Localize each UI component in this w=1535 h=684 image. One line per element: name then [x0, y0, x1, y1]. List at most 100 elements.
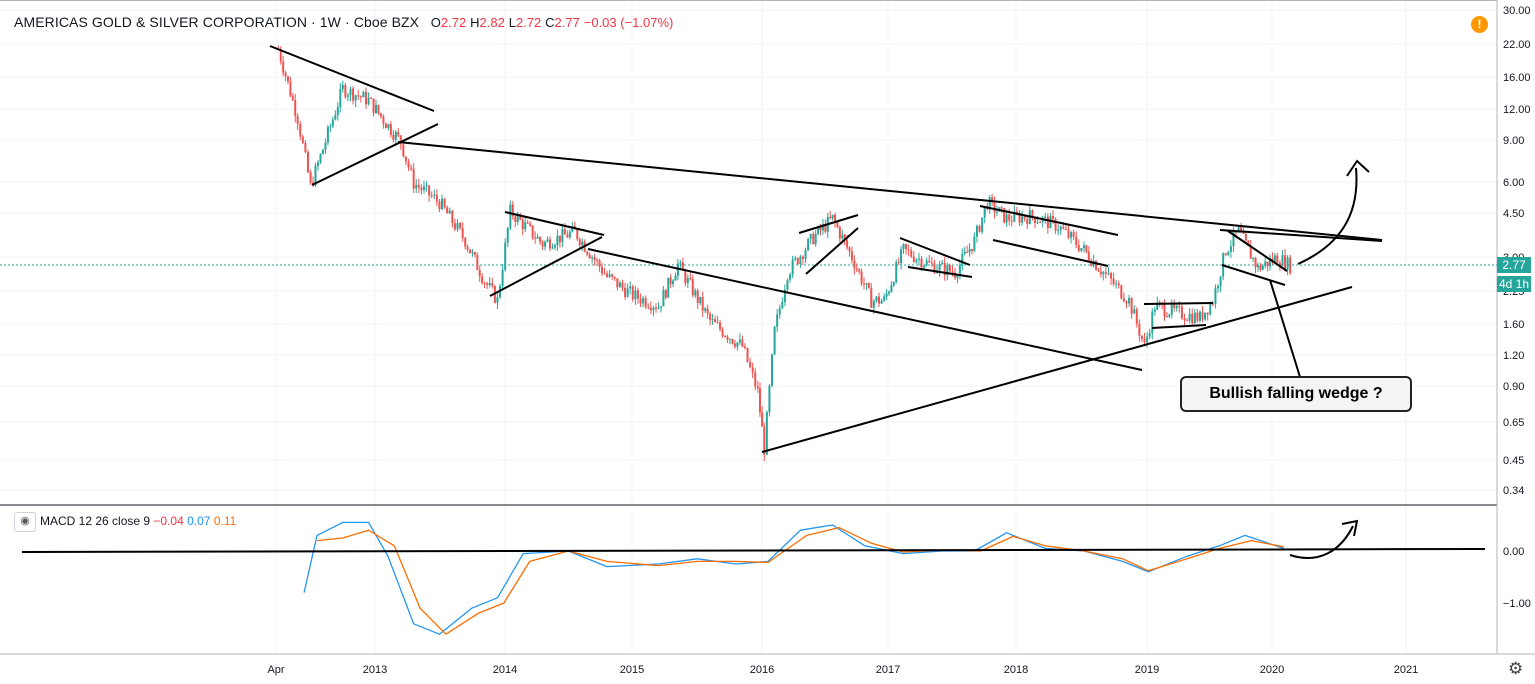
wedge-lower[interactable] [1221, 264, 1286, 286]
candle [506, 227, 509, 248]
symbol-legend[interactable]: AMERICAS GOLD & SILVER CORPORATION · 1W … [14, 14, 673, 30]
trendline-top-triangle-upper[interactable] [269, 45, 435, 112]
candle-body [471, 252, 474, 254]
candle-body [649, 307, 652, 311]
price-tick-label: 9.00 [1503, 135, 1524, 147]
price-tick-label: 4.50 [1503, 208, 1524, 220]
gear-icon[interactable]: ⚙ [1508, 659, 1524, 678]
candle-body [1110, 273, 1113, 279]
price-axis[interactable]: 30.0022.0016.0012.009.006.004.503.002.25… [1503, 5, 1531, 497]
candle-body [749, 361, 752, 368]
flag-2018-upper[interactable] [979, 205, 1119, 236]
candle-body [384, 123, 387, 129]
candle [1059, 225, 1062, 235]
callout-label[interactable]: Bullish falling wedge ? [1180, 376, 1412, 412]
trendline-resistance-extension[interactable] [1219, 229, 1383, 242]
candle [863, 277, 866, 290]
candle [948, 263, 951, 273]
candle-body [561, 228, 564, 243]
candle-body [588, 254, 591, 259]
candle-body [905, 243, 908, 250]
candle-body [476, 254, 479, 270]
candle-body [448, 210, 451, 214]
alert-icon[interactable]: ! [1471, 16, 1488, 33]
box-2019-top[interactable] [1143, 302, 1214, 305]
candle [892, 281, 895, 288]
candle-body [644, 298, 647, 307]
callout-pointer[interactable] [1269, 279, 1301, 378]
trendline-top-triangle-lower[interactable] [311, 123, 439, 186]
candle [900, 246, 903, 270]
candle [634, 285, 637, 305]
candle [387, 123, 390, 131]
candle [1102, 270, 1105, 281]
flag-2018-lower[interactable] [992, 239, 1109, 267]
macd-zero-trendline[interactable] [21, 548, 1486, 553]
candle [541, 240, 544, 250]
candle-body [1244, 233, 1247, 241]
trendline-mid-support[interactable] [587, 248, 1143, 371]
candle-body [1242, 232, 1245, 234]
candle [382, 114, 385, 129]
macd-axis[interactable]: 0.00 −1.00 [1503, 546, 1531, 610]
macd-arrow-curve[interactable] [1289, 525, 1354, 559]
box-2019-bottom[interactable] [1151, 324, 1207, 329]
flag-2017-lower[interactable] [907, 266, 973, 278]
wedge-upper[interactable] [1227, 230, 1288, 272]
candle [711, 313, 714, 325]
candle [1107, 266, 1110, 276]
candle [526, 219, 529, 224]
candle [501, 264, 504, 290]
candle [1135, 306, 1138, 328]
candle-body [488, 282, 491, 285]
candle [478, 265, 481, 282]
candle [867, 282, 870, 289]
candle [681, 257, 684, 271]
candle [691, 274, 694, 298]
drawings[interactable] [21, 45, 1486, 559]
trendline-2014-triangle-upper[interactable] [504, 211, 605, 236]
trendline-2014-triangle-lower[interactable] [489, 236, 603, 297]
candle [544, 240, 547, 251]
candle-body [892, 282, 895, 286]
candle-body [860, 271, 863, 284]
breakout-arrow-curve[interactable] [1297, 167, 1358, 265]
candle-body [433, 194, 436, 196]
candle [821, 219, 824, 235]
candle [915, 258, 918, 265]
eye-icon[interactable]: ◉ [14, 512, 36, 532]
candle-body [1033, 216, 1036, 224]
breakout-arrow-head[interactable] [1346, 159, 1370, 177]
macd-label: MACD 12 26 close 9 [40, 514, 151, 528]
candle [642, 295, 645, 308]
macd-legend[interactable]: MACD 12 26 close 9 −0.04 0.07 0.11 [40, 514, 236, 528]
candle-body [556, 235, 559, 246]
candle-body [299, 123, 302, 137]
symbol-title[interactable]: AMERICAS GOLD & SILVER CORPORATION · 1W … [14, 14, 420, 30]
trendline-long-resistance[interactable] [397, 141, 1383, 241]
candle-body [282, 61, 285, 73]
candle [659, 306, 662, 313]
candle [524, 216, 527, 233]
candle [655, 302, 658, 313]
candle-body [719, 322, 722, 330]
candle [591, 255, 594, 264]
candle [829, 210, 832, 220]
time-axis[interactable]: Apr 2013 2014 2015 2016 2017 2018 2019 2020 2021 [267, 664, 1418, 676]
macd-arrow-head[interactable] [1341, 519, 1359, 537]
candle-body [686, 278, 689, 284]
candle-body [652, 307, 655, 311]
candle [773, 325, 776, 356]
candle [778, 304, 781, 319]
candle-body [773, 326, 776, 355]
flag-2016-upper[interactable] [798, 214, 859, 234]
candle [299, 121, 302, 141]
candle-body [728, 339, 731, 341]
flag-2017-upper[interactable] [899, 237, 971, 266]
flag-2016-channel[interactable] [805, 227, 859, 275]
trendline-major-support[interactable] [761, 286, 1353, 453]
candle [341, 80, 344, 93]
candle [336, 102, 339, 121]
candle-body [758, 388, 761, 413]
